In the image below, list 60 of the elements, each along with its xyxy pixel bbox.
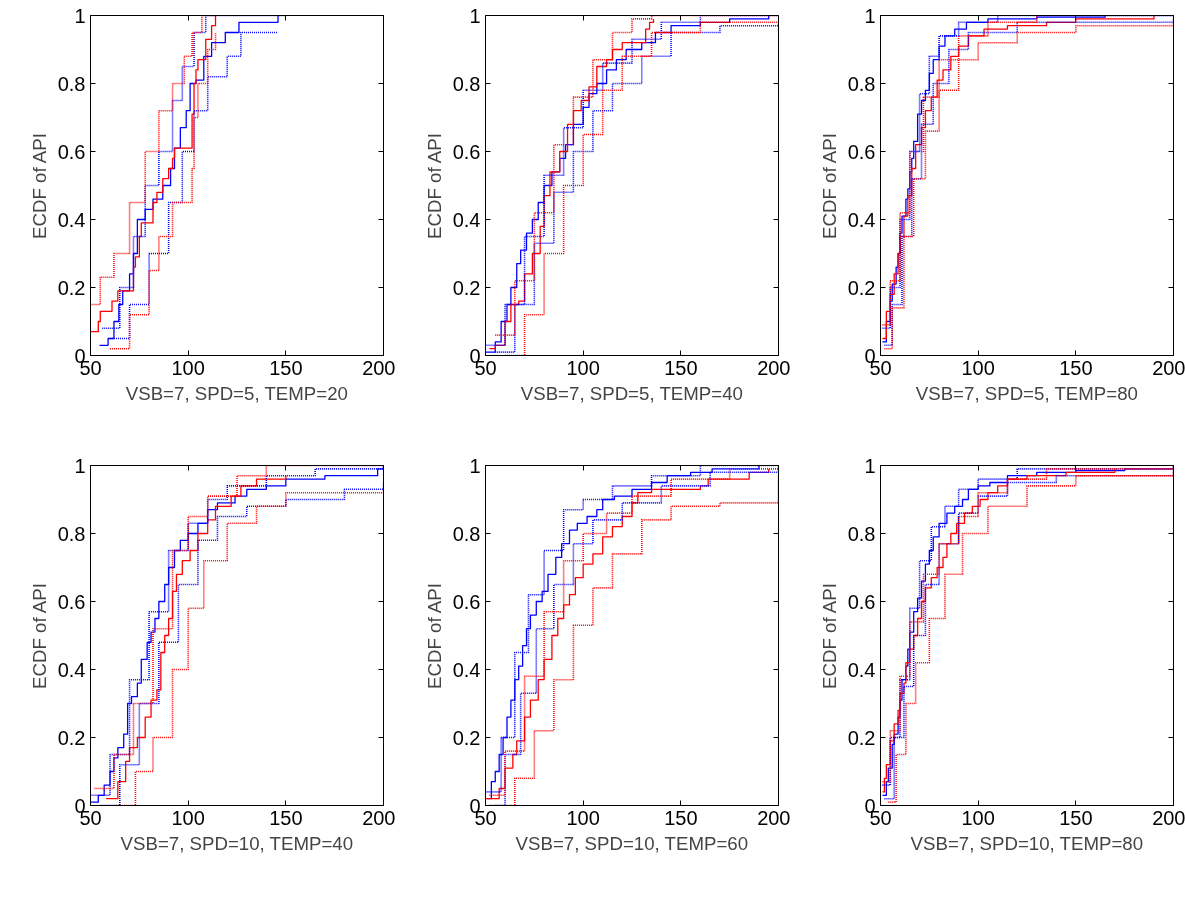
x-tick-label: 150 <box>664 806 698 829</box>
y-tick-label: 0.6 <box>452 140 481 163</box>
y-axis-title: ECDF of API <box>818 583 840 689</box>
x-tick-label: 200 <box>757 806 791 829</box>
y-tick-label: 0.6 <box>57 140 86 163</box>
y-tick-label: 0.2 <box>452 276 481 299</box>
x-axis-title: VSB=7, SPD=5, TEMP=80 <box>915 382 1138 404</box>
y-tick-label: 1 <box>864 4 876 27</box>
x-tick-label: 150 <box>269 806 303 829</box>
x-axis-title: VSB=7, SPD=5, TEMP=40 <box>520 382 743 404</box>
x-tick-label: 200 <box>1152 356 1185 379</box>
y-tick-label: 0.4 <box>847 658 876 681</box>
y-axis-title: ECDF of API <box>818 133 840 239</box>
x-tick-label: 100 <box>961 806 995 829</box>
y-tick-label: 0.8 <box>452 522 481 545</box>
y-tick-label: 0.8 <box>452 72 481 95</box>
y-tick-label: 0.4 <box>847 208 876 231</box>
x-axis-title: VSB=7, SPD=10, TEMP=80 <box>910 832 1144 854</box>
y-tick-label: 0.6 <box>847 590 876 613</box>
x-axis-title: VSB=7, SPD=10, TEMP=60 <box>515 832 749 854</box>
y-tick-label: 0.8 <box>847 72 876 95</box>
y-tick-label: 0.6 <box>57 590 86 613</box>
x-tick-label: 200 <box>362 806 396 829</box>
y-tick-label: 0.2 <box>452 726 481 749</box>
y-tick-label: 1 <box>74 454 86 477</box>
x-tick-label: 150 <box>664 356 698 379</box>
y-tick-label: 0.2 <box>847 726 876 749</box>
x-tick-label: 200 <box>362 356 396 379</box>
x-tick-label: 100 <box>171 356 205 379</box>
y-tick-label: 1 <box>74 4 86 27</box>
y-axis-title: ECDF of API <box>423 583 445 689</box>
y-tick-label: 0.8 <box>57 522 86 545</box>
x-tick-label: 100 <box>566 806 600 829</box>
y-tick-label: 1 <box>469 454 481 477</box>
y-tick-label: 0.4 <box>57 658 86 681</box>
x-tick-label: 100 <box>171 806 205 829</box>
x-axis-title: VSB=7, SPD=10, TEMP=40 <box>120 832 354 854</box>
y-tick-label: 0.2 <box>847 276 876 299</box>
y-axis-title: ECDF of API <box>423 133 445 239</box>
y-tick-label: 0.2 <box>57 726 86 749</box>
y-axis-title: ECDF of API <box>28 133 50 239</box>
y-axis-title: ECDF of API <box>28 583 50 689</box>
y-tick-label: 0.4 <box>57 208 86 231</box>
y-tick-label: 0.6 <box>847 140 876 163</box>
x-tick-label: 150 <box>269 356 303 379</box>
y-tick-label: 0.4 <box>452 208 481 231</box>
y-tick-label: 0.8 <box>847 522 876 545</box>
y-tick-label: 0.8 <box>57 72 86 95</box>
y-tick-label: 1 <box>864 454 876 477</box>
y-tick-label: 0.6 <box>452 590 481 613</box>
y-tick-label: 0.4 <box>452 658 481 681</box>
y-tick-label: 1 <box>469 4 481 27</box>
x-tick-label: 200 <box>757 356 791 379</box>
x-axis-title: VSB=7, SPD=5, TEMP=20 <box>125 382 348 404</box>
x-tick-label: 100 <box>566 356 600 379</box>
x-tick-label: 200 <box>1152 806 1185 829</box>
x-tick-label: 150 <box>1059 356 1093 379</box>
y-tick-label: 0.2 <box>57 276 86 299</box>
x-tick-label: 150 <box>1059 806 1093 829</box>
x-tick-label: 100 <box>961 356 995 379</box>
